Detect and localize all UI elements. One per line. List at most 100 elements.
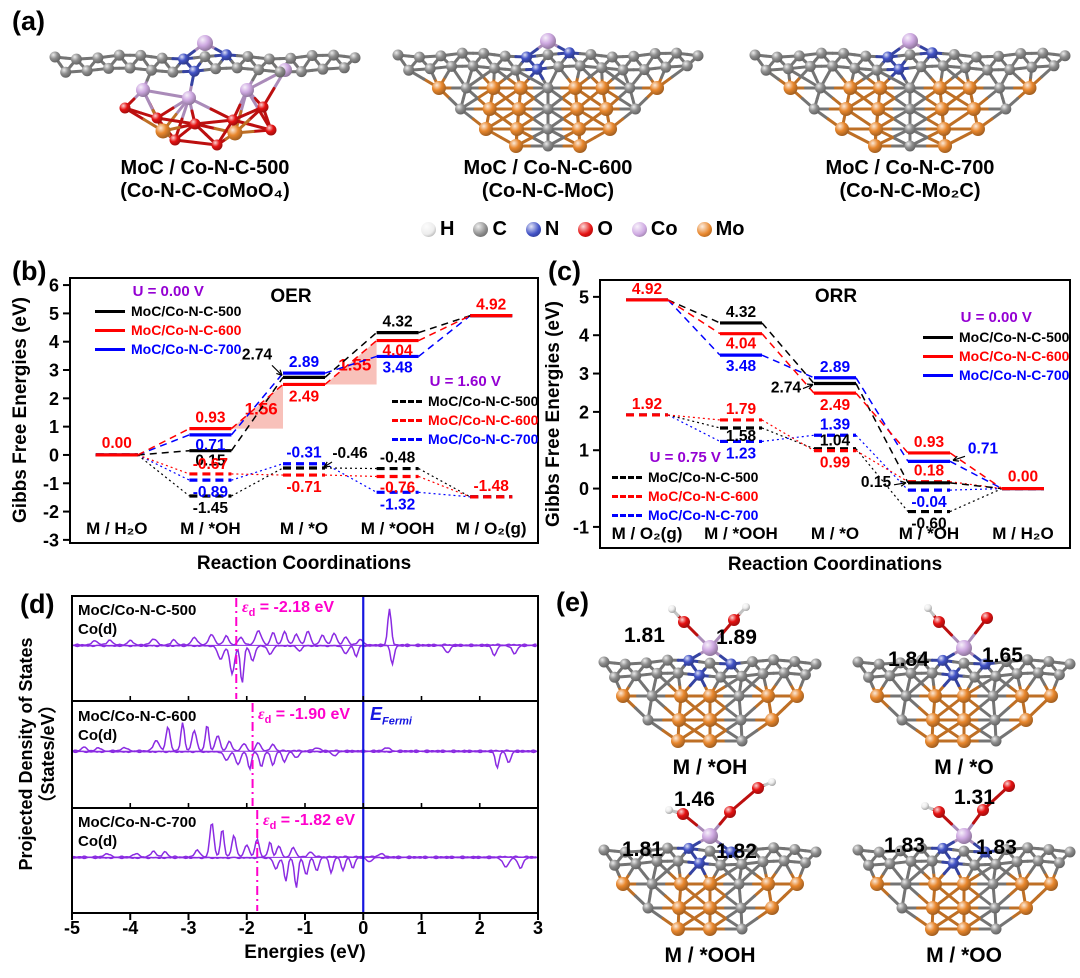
connector-line [855, 377, 909, 462]
value-label: 2.49 [820, 397, 851, 414]
legend-item: N [525, 218, 560, 241]
dashed-line-sample-icon [612, 514, 642, 517]
panel-b-tag: (b) [12, 256, 47, 286]
value-label: -1.48 [474, 478, 510, 495]
value-label: 0.15 [195, 453, 226, 470]
epsilon-symbol: ε [263, 812, 270, 829]
atom-label: Co [650, 218, 678, 240]
y-tick-label: 4 [49, 332, 59, 352]
x-tick-label: -5 [64, 918, 80, 938]
pdos-orbital: Co(d) [78, 621, 118, 638]
connector-line [418, 491, 471, 498]
value-label: -0.46 [332, 445, 368, 462]
legend-item: H [421, 218, 454, 241]
value-label: 1.23 [726, 445, 757, 462]
connector-line [761, 354, 815, 379]
structure-caption: MoC / Co-N-C-700 (Co-N-C-Mo₂C) [740, 157, 1080, 203]
y-tick-label: 1 [579, 441, 589, 461]
connector-line [137, 454, 190, 475]
chart-d: -5 -4 -3 -2 -1 0 1 2 3 Energies (eV) Projected Den… [16, 595, 543, 963]
pdos-orbital: Co(d) [78, 727, 118, 744]
connector-line [137, 449, 190, 456]
value-label: -0.60 [911, 516, 946, 533]
connector-line [667, 299, 721, 335]
legend-item: Co [631, 218, 678, 241]
adsorbate-structure-oh: 1.81 1.89 M / *OH [588, 600, 832, 779]
x-axis-title: Reaction Coordinations [728, 554, 942, 575]
value-label: 0.71 [968, 440, 999, 457]
atom-ball-icon [525, 222, 541, 237]
line-sample-icon [923, 355, 953, 358]
connector-line [324, 474, 377, 478]
y-axis-title: Gibbs Free Energies (eV) [543, 301, 564, 527]
y-axis-title: Projected Density of States [16, 637, 36, 870]
molecule-e-oh [598, 603, 822, 748]
legend-item: C [473, 218, 507, 241]
dashed-line-sample-icon [392, 400, 422, 403]
value-label: 1.79 [726, 401, 757, 418]
bond-length: 1.81 [624, 624, 665, 647]
value-label: -1.32 [380, 496, 415, 513]
chart-title: ORR [815, 286, 858, 307]
value-label: 1.92 [632, 396, 662, 413]
pdos-sample-name: MoC/Co-N-C-700 [78, 814, 197, 831]
x-category-label: M / *OH [180, 519, 240, 538]
adsorbate-caption: M / *OH [672, 756, 748, 779]
x-tick-label: 0 [358, 918, 368, 938]
connector-line [418, 314, 471, 342]
y-tick-label: -2 [43, 502, 59, 522]
oer-legend-u0: U = 0.00 V MoC/Co-N-C-500 MoC/Co-N-C-600… [95, 282, 241, 359]
line-sample-icon [923, 336, 953, 339]
value-label: 0.15 [861, 474, 892, 491]
pdos-sample-name: MoC/Co-N-C-500 [78, 602, 197, 619]
structure-caption: MoC / Co-N-C-600 (Co-N-C-MoC) [378, 157, 718, 203]
value-label: 0.00 [1008, 469, 1038, 486]
y-tick-label: 2 [579, 402, 589, 422]
y-tick-label: -1 [43, 474, 59, 494]
pdos-orbital: Co(d) [78, 833, 118, 850]
legend-title: U = 0.00 V [132, 283, 204, 300]
legend-title: U = 0.00 V [960, 309, 1032, 326]
legend-item: MoC/Co-N-C-600 [95, 321, 241, 340]
pdos-spin-down-curve [72, 856, 537, 888]
bond-length: 1.65 [982, 644, 1023, 667]
x-axis-title: Energies (eV) [244, 942, 365, 963]
value-label: 0.00 [102, 435, 132, 452]
connector-line [855, 448, 909, 512]
adsorbate-caption: M / *OOH [664, 944, 756, 967]
atom-label: O [597, 218, 613, 240]
fermi-level-label: EFermi [370, 704, 412, 728]
atom-ball-icon [578, 222, 594, 237]
legend-item: Mo [696, 218, 744, 241]
atom-ball-icon [696, 222, 712, 237]
value-label: 4.32 [726, 304, 756, 321]
connector-line [667, 414, 721, 442]
legend-item: MoC/Co-N-C-700 [392, 430, 538, 449]
molecule-e-o [852, 604, 1076, 748]
connector-line [667, 414, 721, 429]
atom-color-legend: H C N O Co Mo [421, 218, 744, 241]
atom-label: N [544, 218, 560, 240]
connector-line [418, 468, 471, 498]
dashed-line-sample-icon [612, 476, 642, 479]
panel-e-tag: (e) [556, 587, 589, 617]
legend-title: U = 1.60 V [429, 373, 501, 390]
pdos-spin-down-curve [72, 644, 537, 683]
value-label: -0.48 [380, 450, 416, 467]
connector-line [667, 299, 721, 324]
connector-line [231, 473, 284, 476]
bond-length: 1.81 [622, 838, 663, 861]
bond-length: 1.89 [716, 626, 757, 649]
dashed-line-sample-icon [392, 419, 422, 422]
legend-item: MoC/Co-N-C-700 [95, 340, 241, 359]
x-category-label: M / H₂O [992, 524, 1053, 543]
legend-item: MoC/Co-N-C-500 [95, 302, 241, 321]
x-tick-label: -2 [239, 918, 255, 938]
legend-item: MoC/Co-N-C-700 [923, 366, 1069, 385]
value-label: 2.89 [289, 354, 320, 371]
value-label: 0.93 [914, 434, 945, 451]
line-sample-icon [923, 374, 953, 377]
connector-line [137, 427, 190, 456]
connector-line [418, 314, 471, 334]
oer-legend-u160: U = 1.60 V MoC/Co-N-C-500 MoC/Co-N-C-600… [392, 372, 538, 449]
